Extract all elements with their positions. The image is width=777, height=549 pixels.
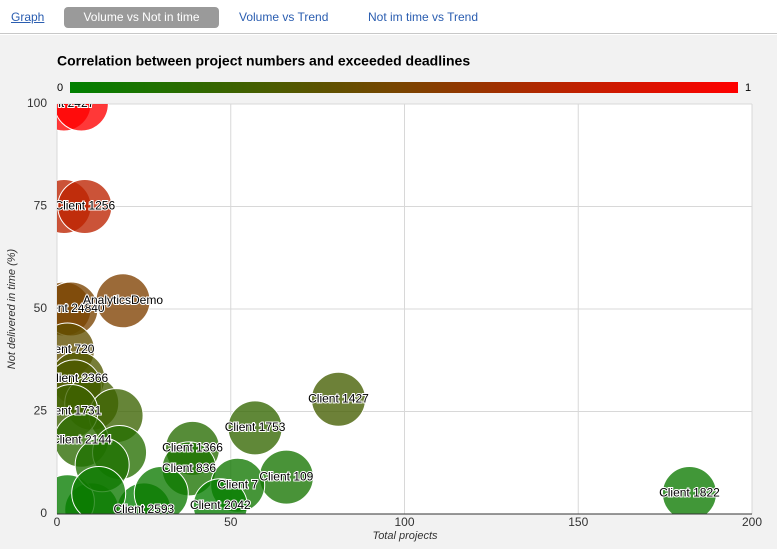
bubble (310, 371, 366, 427)
bubble-label: Client 2366 (47, 371, 108, 385)
y-tick-label: 0 (40, 506, 47, 520)
y-tick-label: 75 (34, 199, 48, 213)
y-axis-label: Not delivered in time (%) (6, 248, 18, 369)
bubble (71, 466, 127, 514)
x-tick-label: 100 (394, 515, 414, 529)
x-axis-label: Total projects (372, 530, 438, 542)
bubble-label: AnalyticsDemo (83, 293, 163, 307)
bubble-label: Client 24840 (37, 301, 105, 315)
y-tick-label: 25 (34, 404, 48, 418)
tab-active[interactable]: Volume vs Not in time (64, 7, 219, 28)
bubble-label: Client 2593 (114, 502, 175, 516)
bubble (57, 104, 109, 132)
colorbar (70, 82, 738, 93)
bubble-label: Client 1753 (225, 420, 286, 434)
bubble-label: Client 2042 (190, 498, 251, 512)
bubble-label: Client 2144 (51, 432, 112, 446)
bubble-label: Client 1427 (308, 391, 369, 405)
x-tick-label: 0 (54, 515, 61, 529)
bubble (192, 478, 248, 514)
bubble (95, 273, 151, 329)
bubble-label: Client 1731 (41, 404, 102, 418)
bubble-label: Client 1366 (162, 441, 223, 455)
colorbar-max: 1 (745, 82, 751, 94)
chart: Correlation between project numbers and … (0, 35, 777, 549)
bubble (133, 466, 189, 514)
bubble-label: Client 7 (217, 477, 258, 491)
bubble-label: Client 1822 (659, 486, 720, 500)
y-tick-label: 100 (27, 96, 47, 110)
bubble (661, 466, 717, 514)
bubble-label: Client 720 (40, 342, 94, 356)
x-tick-label: 50 (224, 515, 238, 529)
tab-bar: Graph Volume vs Not in time Volume vs Tr… (0, 0, 777, 34)
tab[interactable]: Not im time vs Trend (368, 10, 479, 24)
colorbar-min: 0 (57, 82, 63, 94)
bubble (57, 179, 113, 234)
bubble-label: Client 109 (259, 469, 313, 483)
y-tick-label: 50 (34, 301, 48, 315)
tab[interactable]: Graph (11, 10, 45, 24)
x-tick-label: 150 (568, 515, 588, 529)
bubble-label: Client 2427 (34, 96, 95, 110)
bubble-label: Client 836 (162, 461, 216, 475)
chart-title: Correlation between project numbers and … (57, 53, 470, 69)
bubble-label: Client 1256 (54, 199, 115, 213)
tab[interactable]: Volume vs Trend (239, 10, 329, 24)
bubble (227, 400, 283, 456)
x-tick-label: 200 (742, 515, 762, 529)
